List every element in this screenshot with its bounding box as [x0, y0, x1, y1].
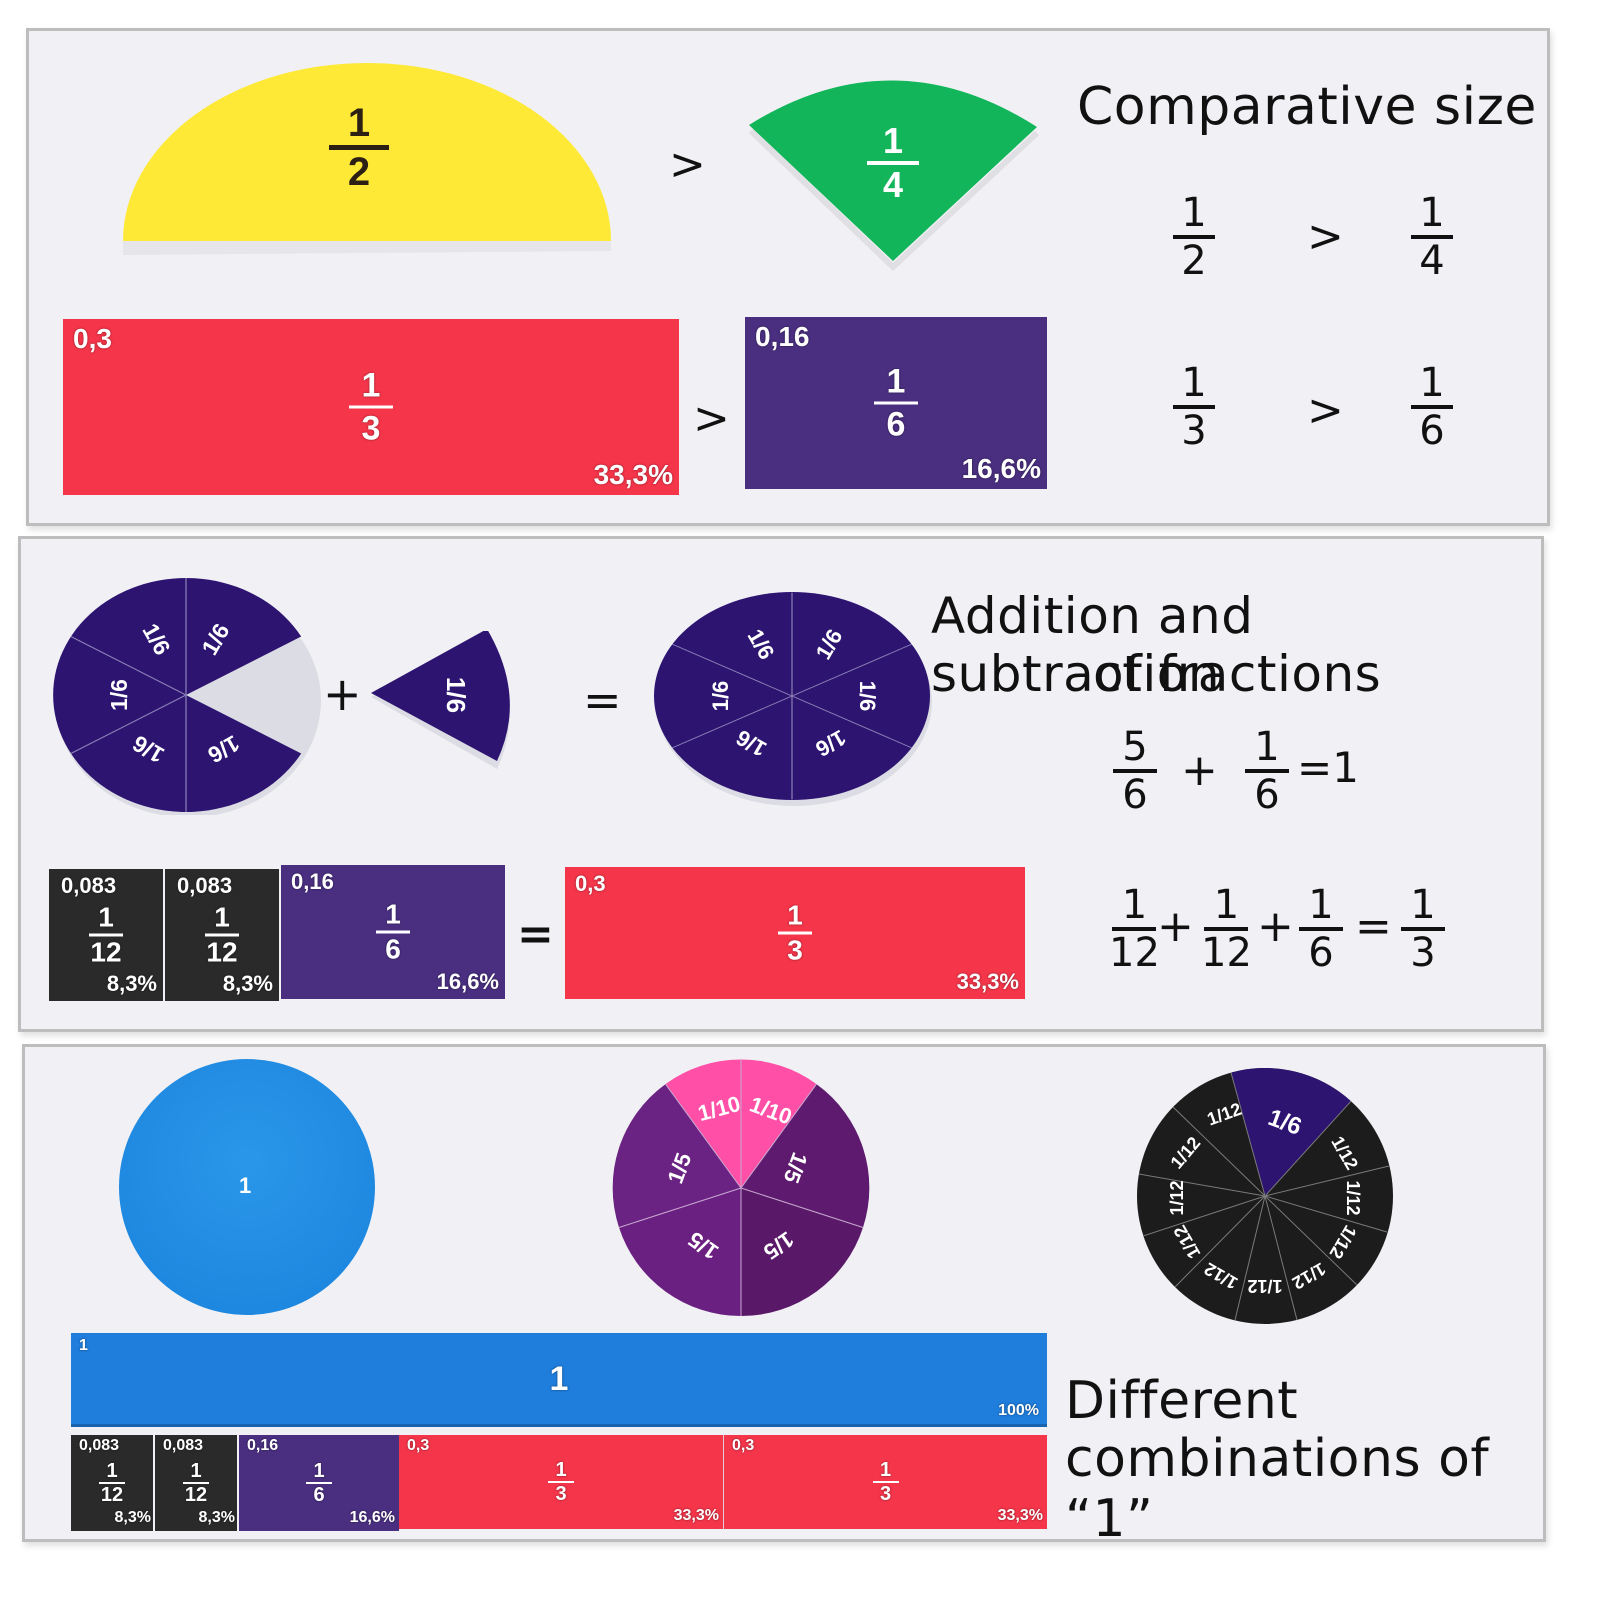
comparative-size-heading: Comparative size: [1077, 77, 1537, 137]
svg-text:1/12: 1/12: [1167, 1180, 1187, 1215]
equation-fraction: 1 6: [1411, 363, 1453, 451]
sixth-fraction-tile: 0,16 1 6 16,6%: [281, 865, 505, 999]
svg-text:1/6: 1/6: [106, 679, 132, 711]
third-fraction-tile: 0,3 1 3 33,3%: [565, 867, 1025, 999]
sixth-fraction-tile: 0,16 1 6 16,6%: [239, 1435, 399, 1531]
sixth-label: 1/6: [441, 677, 471, 713]
one-sixth-piece: 1/6: [371, 631, 510, 769]
quarter-fraction-piece: [748, 80, 1040, 272]
half-fraction-label: 1 2: [329, 103, 389, 192]
plus-symbol: +: [1157, 901, 1194, 952]
combinations-heading-line1: Different: [1065, 1371, 1299, 1431]
equation-fraction: 1 4: [1411, 193, 1453, 281]
equals-symbol: =: [583, 673, 622, 727]
plus-symbol: +: [1257, 901, 1294, 952]
half-fraction-piece: [123, 63, 611, 255]
twelfth-fraction-tile: 0,083 1 12 8,3%: [155, 1435, 237, 1531]
svg-text:1/6: 1/6: [708, 681, 733, 712]
fifths-tenths-circle: 1/10 1/10 1/5 1/5 1/5 1/5: [612, 1059, 870, 1317]
svg-text:1/6: 1/6: [855, 681, 880, 712]
combinations-panel: 1 1/10 1/10 1/5 1/5 1/5 1/5: [22, 1044, 1546, 1549]
equals-symbol: =: [517, 909, 554, 960]
addition-heading-line2: of fractions: [1093, 645, 1382, 703]
five-sixths-circle: 1/6 1/6 1/6 1/6 1/6: [53, 578, 321, 815]
equation-fraction: 1 3: [1173, 363, 1215, 451]
combinations-heading-line2: combinations of “1”: [1065, 1429, 1490, 1549]
third-fraction-tile: 0,3 1 3 33,3%: [723, 1435, 1047, 1529]
quarter-fraction-label: 1 4: [867, 123, 919, 203]
sixth-fraction-tile: 0,16 1 6 16,6%: [745, 317, 1047, 489]
whole-circle-label: 1: [239, 1173, 252, 1198]
greater-than-symbol: >: [1307, 211, 1344, 262]
twelfth-fraction-tile: 0,083 1 12 8,3%: [49, 869, 163, 1001]
third-fraction-tile: 0,3 1 3 33,3%: [399, 1435, 723, 1529]
equation-result: =1: [1297, 743, 1359, 792]
equation-fraction: 1 3: [1401, 885, 1445, 973]
equation-fraction: 1 2: [1173, 193, 1215, 281]
full-sixths-circle: 1/6 1/6 1/6 1/6 1/6 1/6: [654, 592, 932, 806]
twelfth-fraction-tile: 0,083 1 12 8,3%: [71, 1435, 153, 1531]
addition-subtraction-panel: 1/6 1/6 1/6 1/6 1/6 + 1/6 = 1/6 1/6 1/6 …: [18, 536, 1544, 1032]
equals-symbol: =: [1355, 901, 1392, 952]
equation-fraction: 1 12: [1109, 882, 1160, 976]
equation-fraction: 1 6: [1245, 727, 1289, 815]
greater-than-symbol: >: [1307, 385, 1344, 436]
third-fraction-tile: 0,3 1 3 33,3%: [63, 319, 679, 495]
svg-text:1/12: 1/12: [1343, 1180, 1363, 1215]
twelfths-circle: 1/6 1/12 1/12 1/12 1/12 1/12 1/12 1/12 1…: [1137, 1068, 1393, 1324]
svg-text:1/12: 1/12: [1247, 1276, 1282, 1296]
plus-symbol: +: [1181, 745, 1218, 796]
equation-fraction: 1 6: [1299, 885, 1343, 973]
greater-than-symbol: >: [693, 393, 730, 444]
equation-fraction: 5 6: [1113, 727, 1157, 815]
whole-fraction-bar: 1 1 100%: [71, 1333, 1047, 1427]
equation-fraction: 1 12: [1201, 882, 1252, 976]
comparative-size-panel: 1 2 > 1 4 0,3 1 3 33,3% > 0,16 1 6 16,6%…: [26, 28, 1550, 526]
greater-than-symbol: >: [669, 139, 706, 190]
addition-heading-line1: Addition and subtraction: [931, 587, 1254, 703]
whole-circle: [119, 1059, 375, 1315]
plus-symbol: +: [323, 667, 362, 721]
twelfth-fraction-tile: 0,083 1 12 8,3%: [165, 869, 279, 1001]
